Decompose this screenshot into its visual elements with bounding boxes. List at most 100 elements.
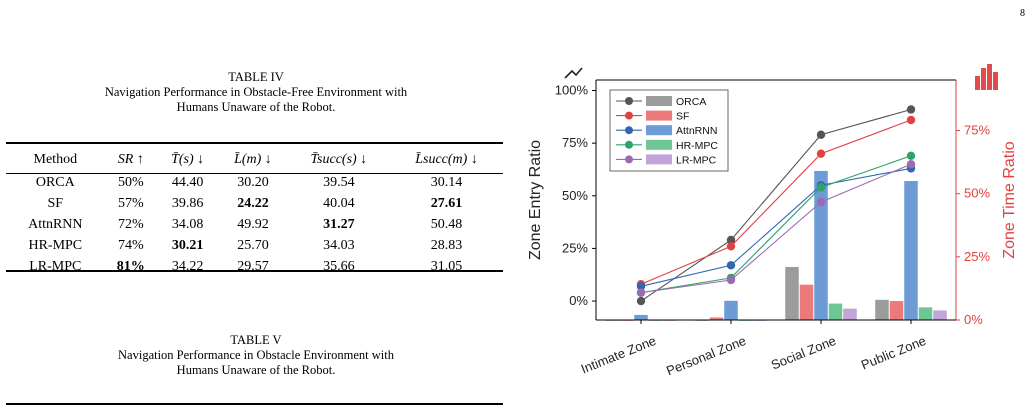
data-point <box>726 242 736 251</box>
data-point <box>726 235 736 245</box>
y-axis-title-left: Zone Entry Ratio <box>527 140 544 260</box>
cell-time: 44.40 <box>171 174 204 190</box>
table-row: ORCA 50% 44.40 30.20 39.54 30.14 <box>6 172 503 193</box>
cell-time: 34.08 <box>171 216 204 232</box>
results-table: Method SR ↑ T̄(s) ↓ L̄(m) ↓ T̄succ(s) ↓ … <box>6 148 503 277</box>
x-tick-label: Social Zone <box>769 333 838 373</box>
bar-chart-icon <box>987 64 992 90</box>
data-point <box>816 197 826 207</box>
data-point <box>726 261 736 270</box>
right-tick-label: 50% <box>964 186 990 201</box>
cell-method: LR-MPC <box>29 258 82 274</box>
data-point <box>906 105 916 114</box>
cell-length-succ: 28.83 <box>430 237 463 253</box>
cell-time-succ: 35.66 <box>323 258 355 274</box>
table-v-caption-line1: Navigation Performance in Obstacle Envir… <box>118 348 394 362</box>
legend-marker <box>625 111 633 120</box>
legend-label: ORCA <box>676 96 706 108</box>
cell-length-succ: 31.05 <box>430 258 463 274</box>
cell-length-succ: 50.48 <box>430 216 463 232</box>
x-tick-label: Public Zone <box>859 333 928 373</box>
x-tick-label: Personal Zone <box>664 333 748 379</box>
bar <box>875 299 889 320</box>
series-line <box>640 163 912 294</box>
series-line <box>640 167 912 287</box>
cell-time-succ: 40.04 <box>323 195 355 211</box>
table-iv-caption-line1: Navigation Performance in Obstacle-Free … <box>104 85 408 99</box>
bar <box>724 300 738 320</box>
data-point <box>906 115 916 125</box>
series-line <box>640 108 912 302</box>
data-point <box>906 151 916 160</box>
legend-marker <box>625 140 633 149</box>
bar-chart-icon <box>975 76 980 90</box>
bar <box>799 284 814 320</box>
table-header-row: Method SR ↑ T̄(s) ↓ L̄(m) ↓ T̄succ(s) ↓ … <box>6 148 503 172</box>
table-row: SF 57% 39.86 24.22 40.04 27.61 <box>6 193 503 214</box>
table-v-top-rule <box>6 403 503 405</box>
table-mid-rule <box>6 173 503 174</box>
cell-sr: 72% <box>117 216 144 232</box>
cell-length-succ: 27.61 <box>430 195 463 211</box>
legend-swatch <box>646 110 672 121</box>
table-iv-label: TABLE IV <box>228 70 284 84</box>
cell-length: 29.57 <box>237 258 269 274</box>
table-row: AttnRNN 72% 34.08 49.92 31.27 50.48 <box>6 214 503 235</box>
header-length-succ: L̄succ(m) ↓ <box>415 152 478 167</box>
x-tick-label: Intimate Zone <box>579 333 658 377</box>
table-bottom-rule <box>6 270 503 272</box>
data-point <box>636 296 646 306</box>
cell-length: 49.92 <box>237 216 269 232</box>
cell-method: HR-MPC <box>28 237 83 253</box>
right-tick-label: 75% <box>964 123 990 138</box>
table-top-rule <box>6 142 503 144</box>
bar <box>709 317 724 320</box>
legend-marker <box>625 126 633 135</box>
legend-label: SF <box>676 111 689 123</box>
legend-label: LR-MPC <box>676 154 717 166</box>
header-sr: SR ↑ <box>117 152 144 167</box>
page-number: 8 <box>1020 8 1025 19</box>
data-point <box>816 149 826 158</box>
cell-time: 30.21 <box>171 237 204 253</box>
table-v-caption-line2: Humans Unaware of the Robot. <box>176 363 336 377</box>
cell-time: 34.22 <box>171 258 204 274</box>
left-tick-label: 0% <box>569 293 588 308</box>
legend-swatch <box>646 154 672 165</box>
bar-chart-icon <box>981 68 986 90</box>
series-line <box>640 119 912 285</box>
data-point <box>636 282 646 291</box>
table-row: HR-MPC 74% 30.21 25.70 34.03 28.83 <box>6 235 503 256</box>
cell-length: 24.22 <box>237 195 269 211</box>
legend-label: AttnRNN <box>676 125 717 137</box>
data-point <box>636 288 646 297</box>
header-time-succ: T̄succ(s) ↓ <box>310 152 368 167</box>
header-time: T̄(s) ↓ <box>171 152 205 167</box>
right-tick-label: 0% <box>964 312 983 327</box>
header-method: Method <box>33 152 78 167</box>
legend-swatch <box>646 125 672 136</box>
series-line <box>640 155 912 294</box>
table-iv-caption-line2: Humans Unaware of the Robot. <box>176 100 336 114</box>
cell-method: ORCA <box>35 174 75 190</box>
bar <box>634 314 648 320</box>
cell-sr: 74% <box>117 237 144 253</box>
cell-length-succ: 30.14 <box>430 174 463 190</box>
left-tick-label: 100% <box>555 83 589 98</box>
bar <box>843 308 857 320</box>
data-point <box>726 275 736 285</box>
right-tick-label: 25% <box>964 249 990 264</box>
bar-chart-icon <box>993 72 998 90</box>
table-row: LR-MPC 81% 34.22 29.57 35.66 31.05 <box>6 256 503 277</box>
cell-time-succ: 34.03 <box>323 237 355 253</box>
cell-sr: 57% <box>117 195 144 211</box>
data-point <box>906 160 916 169</box>
bar <box>785 266 799 320</box>
bar <box>904 181 918 320</box>
cell-length: 30.20 <box>237 174 269 190</box>
cell-time-succ: 31.27 <box>323 216 355 232</box>
header-length: L̄(m) ↓ <box>234 152 272 167</box>
legend-label: HR-MPC <box>676 140 718 152</box>
zone-ratio-chart: 0%25%50%75%100%0%25%50%75%Intimate Zone P… <box>527 64 1018 379</box>
line-chart-icon <box>564 67 583 79</box>
